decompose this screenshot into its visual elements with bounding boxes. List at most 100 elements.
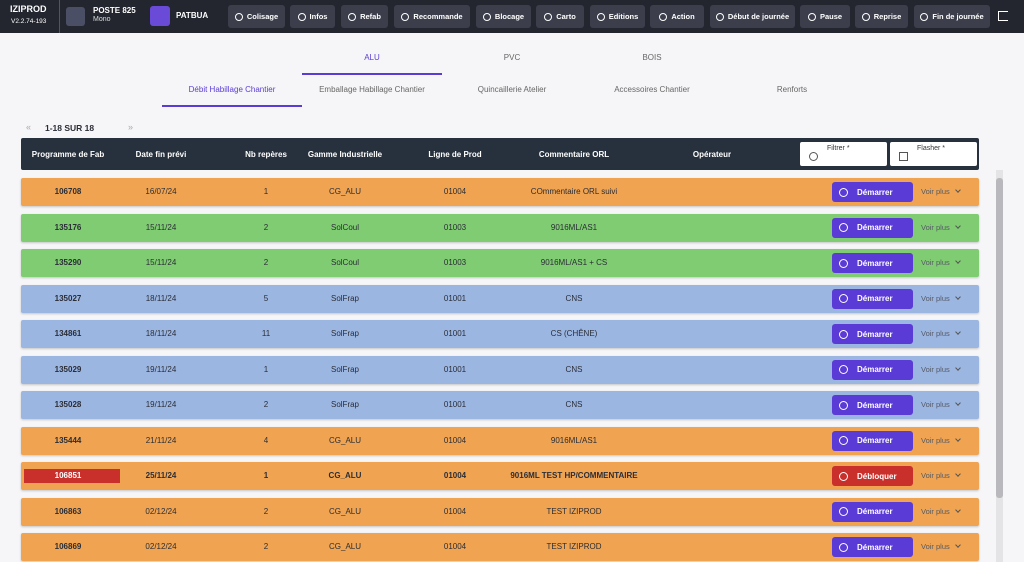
more-link[interactable]: Voir plus [921, 533, 961, 561]
button-label: Carto [556, 12, 576, 21]
action-button[interactable]: Démarrer [832, 395, 913, 415]
header-button[interactable]: Recommande [394, 5, 470, 28]
more-link[interactable]: Voir plus [921, 427, 961, 455]
chevron [954, 293, 961, 300]
subtab[interactable]: Quincaillerie Atelier [477, 85, 547, 94]
header-button[interactable]: Reprise [855, 5, 908, 28]
header-button[interactable]: Action [650, 5, 704, 28]
poste-icon [66, 7, 85, 26]
column-header: Nb repères [245, 150, 287, 159]
action-label: Démarrer [857, 258, 893, 268]
more-link[interactable]: Voir plus [921, 285, 961, 313]
header-button[interactable]: Colisage [228, 5, 285, 28]
more-link[interactable]: Voir plus [921, 249, 961, 277]
more-label: Voir plus [921, 258, 950, 267]
action-label: Démarrer [857, 187, 893, 197]
more-link[interactable]: Voir plus [921, 462, 961, 490]
header-button[interactable]: Carto [536, 5, 584, 28]
action-button[interactable]: Démarrer [832, 324, 913, 344]
filter-input[interactable]: Filtrer * [800, 142, 887, 166]
more-link[interactable]: Voir plus [921, 356, 961, 384]
chevron [954, 222, 961, 229]
action-button[interactable]: Démarrer [832, 359, 913, 380]
action-button[interactable]: Démarrer [832, 430, 913, 451]
subtab[interactable]: Emballage Habillage Chantier [319, 85, 425, 94]
subtab[interactable]: Débit Habillage Chantier [188, 85, 276, 94]
table-cell: 9016ML/AS1 [550, 222, 598, 232]
button-label: Début de journée [727, 12, 790, 21]
action-button[interactable]: Démarrer [832, 182, 913, 202]
action-button[interactable]: Démarrer [832, 501, 913, 522]
tab[interactable]: ALU [364, 53, 380, 62]
more-link[interactable]: Voir plus [921, 214, 961, 242]
more-label: Voir plus [921, 435, 950, 445]
table-cell: 2 [263, 506, 269, 516]
page-prev[interactable]: « [26, 122, 32, 132]
filter-input[interactable]: Flasher * [890, 142, 977, 166]
action-button[interactable]: Démarrer [832, 288, 913, 309]
table-cell: 135444 [54, 435, 82, 445]
subtab[interactable]: Renforts [776, 85, 808, 94]
chevron [954, 364, 961, 371]
scrollbar-thumb[interactable] [996, 178, 1003, 498]
chevron [954, 187, 961, 193]
table-cell: 15/11/24 [145, 258, 177, 267]
table-cell: 18/11/24 [145, 293, 177, 303]
button-icon [482, 12, 491, 21]
header-button[interactable]: Début de journée [710, 5, 795, 28]
action-button[interactable]: Démarrer [832, 537, 913, 557]
table-cell: 1 [263, 364, 269, 374]
more-link[interactable]: Voir plus [921, 391, 961, 419]
table-cell: 19/11/24 [145, 364, 177, 374]
table-cell: SolFrap [330, 364, 360, 374]
table-header: Programme de Fab Date fin prévi Nb repères… [21, 138, 979, 170]
action-icon [839, 507, 848, 516]
table-cell: 18/11/24 [145, 329, 177, 338]
table-cell: 16/07/24 [145, 187, 177, 196]
action-icon [839, 436, 848, 445]
more-label: Voir plus [921, 364, 950, 374]
more-link[interactable]: Voir plus [921, 178, 961, 206]
table-cell: 1 [263, 471, 269, 480]
more-label: Voir plus [921, 222, 950, 232]
more-label: Voir plus [921, 187, 950, 196]
page-next[interactable]: » [128, 122, 134, 132]
table-cell: 1 [263, 187, 269, 196]
table-cell: 19/11/24 [145, 400, 177, 409]
more-link[interactable]: Voir plus [921, 320, 961, 348]
subtab[interactable]: Accessoires Chantier [614, 85, 690, 94]
button-icon [544, 12, 553, 21]
poste-mode: Mono [93, 16, 111, 23]
header-button[interactable]: Fin de journée [914, 5, 990, 28]
table-cell: COmmentaire ORL suivi [530, 187, 618, 196]
table-row: 135290 15/11/24 2 SolCoul 01003 9016ML/AS1 + … [21, 249, 979, 277]
table-cell: CG_ALU [328, 187, 362, 196]
action-button[interactable]: Débloquer [832, 466, 913, 486]
tab[interactable]: BOIS [642, 53, 662, 62]
row-badge [24, 469, 120, 483]
button-label: Editions [608, 12, 639, 21]
app-version: V2.2.74-193 [11, 18, 47, 25]
header-button[interactable]: Pause [800, 5, 850, 28]
header-button[interactable]: Editions [590, 5, 645, 28]
action-label: Démarrer [857, 507, 893, 516]
action-button[interactable]: Démarrer [832, 217, 913, 238]
button-label: Pause [819, 12, 843, 21]
button-icon [715, 12, 724, 21]
tab[interactable]: PVC [503, 53, 521, 62]
table-cell: 9016ML/AS1 [550, 435, 598, 445]
table-cell: 15/11/24 [145, 222, 177, 232]
button-label: Refab [360, 12, 381, 21]
header-button[interactable]: Refab [341, 5, 388, 28]
action-label: Démarrer [857, 400, 893, 410]
more-label: Voir plus [921, 293, 950, 303]
top-bar: IZIPROD V2.2.74-193 POSTE 825 Mono PATBUA Col… [0, 0, 1024, 33]
logout-icon[interactable] [998, 11, 1008, 21]
header-button[interactable]: Blocage [476, 5, 531, 28]
action-button[interactable]: Démarrer [832, 253, 913, 273]
header-button[interactable]: Infos [290, 5, 335, 28]
more-link[interactable]: Voir plus [921, 498, 961, 526]
table-cell: 01001 [443, 400, 467, 409]
table-cell: CS (CHÊNE) [550, 329, 598, 338]
table-cell: 106869 [54, 542, 82, 551]
